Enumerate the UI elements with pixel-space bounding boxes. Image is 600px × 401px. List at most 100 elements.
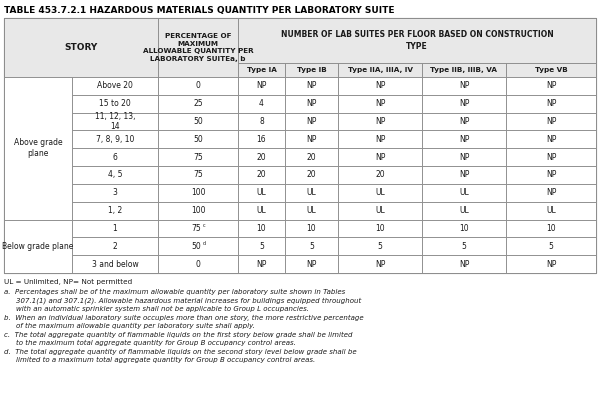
Bar	[422, 202, 506, 219]
Bar	[338, 166, 422, 184]
Text: of the maximum allowable quantity per laboratory suite shall apply.: of the maximum allowable quantity per la…	[16, 323, 255, 329]
Text: NP: NP	[546, 188, 556, 197]
Text: UL: UL	[546, 206, 556, 215]
Text: UL: UL	[307, 206, 316, 215]
Bar	[422, 255, 506, 273]
Text: 10: 10	[459, 224, 469, 233]
Bar	[238, 18, 596, 63]
Text: 25: 25	[193, 99, 203, 108]
Text: 50: 50	[191, 242, 201, 251]
Text: 4: 4	[259, 99, 264, 108]
Bar	[338, 219, 422, 237]
Text: UL: UL	[459, 206, 469, 215]
Text: 50: 50	[193, 135, 203, 144]
Text: 5: 5	[309, 242, 314, 251]
Bar	[285, 148, 338, 166]
Text: 5: 5	[548, 242, 553, 251]
Bar	[72, 77, 158, 95]
Text: NP: NP	[375, 153, 385, 162]
Text: NP: NP	[307, 99, 317, 108]
Text: NP: NP	[375, 117, 385, 126]
Bar	[506, 95, 596, 113]
Text: 75: 75	[193, 170, 203, 180]
Bar	[238, 237, 285, 255]
Bar	[72, 255, 158, 273]
Bar	[338, 130, 422, 148]
Text: NP: NP	[307, 135, 317, 144]
Bar	[158, 237, 238, 255]
Text: NP: NP	[375, 135, 385, 144]
Bar	[72, 95, 158, 113]
Text: NP: NP	[459, 170, 469, 180]
Text: 20: 20	[307, 170, 316, 180]
Bar	[338, 255, 422, 273]
Bar	[238, 219, 285, 237]
Text: NP: NP	[375, 259, 385, 269]
Bar	[338, 237, 422, 255]
Text: TABLE 453.7.2.1 HAZARDOUS MATERIALS QUANTITY PER LABORATORY SUITE: TABLE 453.7.2.1 HAZARDOUS MATERIALS QUAN…	[4, 6, 395, 15]
Bar	[238, 255, 285, 273]
Text: 50: 50	[193, 117, 203, 126]
Text: Type VB: Type VB	[535, 67, 568, 73]
Bar	[422, 113, 506, 130]
Bar	[506, 255, 596, 273]
Bar	[158, 219, 238, 237]
Bar	[506, 77, 596, 95]
Bar	[338, 202, 422, 219]
Text: NP: NP	[546, 135, 556, 144]
Text: PERCENTAGE OF
MAXIMUM
ALLOWABLE QUANTITY PER
LABORATORY SUITEa, b: PERCENTAGE OF MAXIMUM ALLOWABLE QUANTITY…	[143, 33, 253, 62]
Bar	[506, 237, 596, 255]
Bar	[338, 95, 422, 113]
Text: to the maximum total aggregate quantity for Group B occupancy control areas.: to the maximum total aggregate quantity …	[16, 340, 296, 346]
Bar	[506, 130, 596, 148]
Text: NP: NP	[546, 153, 556, 162]
Bar	[158, 202, 238, 219]
Text: NP: NP	[459, 153, 469, 162]
Text: d.  The total aggregate quantity of flammable liquids on the second story level : d. The total aggregate quantity of flamm…	[4, 348, 356, 354]
Bar	[238, 77, 285, 95]
Bar	[422, 148, 506, 166]
Text: 10: 10	[307, 224, 316, 233]
Bar	[4, 18, 596, 273]
Text: 5: 5	[377, 242, 382, 251]
Bar	[158, 148, 238, 166]
Text: NP: NP	[546, 99, 556, 108]
Text: 20: 20	[257, 170, 266, 180]
Bar	[422, 77, 506, 95]
Bar	[285, 77, 338, 95]
Bar	[506, 166, 596, 184]
Bar	[72, 202, 158, 219]
Bar	[72, 237, 158, 255]
Bar	[72, 148, 158, 166]
Text: d: d	[203, 241, 206, 246]
Bar	[506, 184, 596, 202]
Text: NP: NP	[459, 81, 469, 90]
Bar	[506, 219, 596, 237]
Bar	[422, 237, 506, 255]
Bar	[338, 63, 422, 77]
Bar	[4, 219, 72, 273]
Bar	[285, 95, 338, 113]
Bar	[422, 219, 506, 237]
Text: Type IA: Type IA	[247, 67, 277, 73]
Text: UL: UL	[375, 188, 385, 197]
Text: 10: 10	[546, 224, 556, 233]
Text: NP: NP	[375, 99, 385, 108]
Text: Type IIA, IIIA, IV: Type IIA, IIIA, IV	[347, 67, 413, 73]
Text: 0: 0	[196, 81, 200, 90]
Text: UL: UL	[375, 206, 385, 215]
Text: 1: 1	[113, 224, 118, 233]
Bar	[285, 237, 338, 255]
Text: NP: NP	[546, 117, 556, 126]
Text: 20: 20	[257, 153, 266, 162]
Text: with an automatic sprinkler system shall not be applicable to Group L occupancie: with an automatic sprinkler system shall…	[16, 306, 309, 312]
Bar	[285, 219, 338, 237]
Text: NP: NP	[307, 117, 317, 126]
Bar	[238, 148, 285, 166]
Bar	[238, 63, 285, 77]
Bar	[238, 202, 285, 219]
Bar	[506, 148, 596, 166]
Text: 15 to 20: 15 to 20	[99, 99, 131, 108]
Text: UL: UL	[257, 206, 266, 215]
Text: NUMBER OF LAB SUITES PER FLOOR BASED ON CONSTRUCTION
TYPE: NUMBER OF LAB SUITES PER FLOOR BASED ON …	[281, 30, 553, 51]
